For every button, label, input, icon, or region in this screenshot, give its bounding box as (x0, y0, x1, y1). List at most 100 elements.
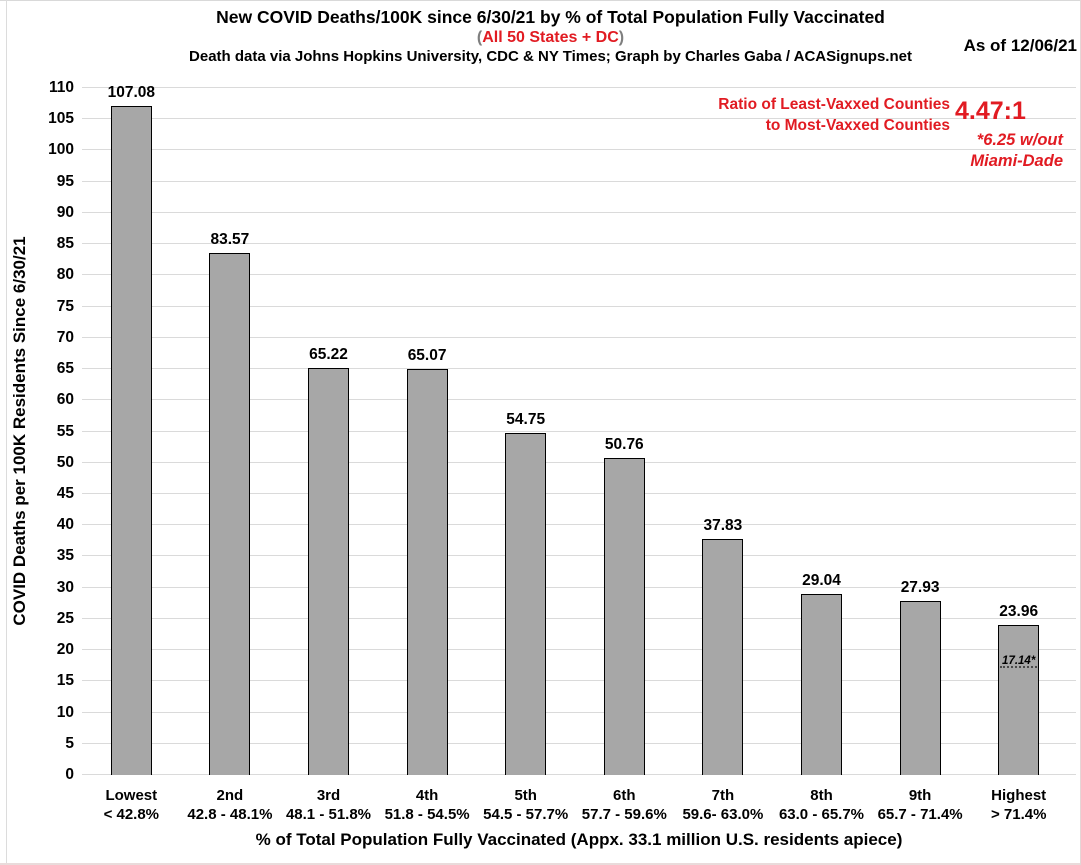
gridline (82, 399, 1076, 401)
gridline (82, 711, 1076, 713)
bar (998, 625, 1040, 775)
x-tick-tier: 8th (810, 787, 833, 804)
subtitle-text: All 50 States + DC (482, 29, 619, 46)
x-tick-tier: Lowest (105, 787, 158, 804)
y-axis-tick-label: 65 (56, 360, 74, 378)
bar (406, 368, 448, 775)
y-axis-tick-label: 55 (56, 422, 74, 440)
gridline (82, 336, 1076, 338)
x-tick-range: 57.7 - 59.6% (581, 806, 667, 823)
x-tick-range: 51.8 - 54.5% (384, 806, 470, 823)
x-tick-tier: 7th (711, 787, 735, 804)
gridline (82, 118, 1076, 120)
bar (209, 253, 251, 775)
x-axis-tick-label: 2nd 42.8 - 48.1% (181, 786, 280, 824)
x-tick-range: 42.8 - 48.1% (187, 806, 273, 823)
chart-header: New COVID Deaths/100K since 6/30/21 by %… (20, 6, 1081, 66)
ratio-annotation-footnote: *6.25 w/out Miami-Dade (970, 130, 1063, 172)
gridline (82, 742, 1076, 744)
y-axis-tick-label: 15 (56, 672, 74, 690)
plot-area: 107.08 Lowest < 42.8% 83.57 2nd 42.8 - 48.1% 6… (82, 84, 1076, 823)
bar (110, 106, 152, 775)
ratio-annotation-line1: Ratio of Least-Vaxxed Counties (718, 96, 950, 113)
y-axis-tick-label: 80 (56, 266, 74, 284)
bar (603, 457, 645, 775)
gridline (82, 461, 1076, 463)
x-axis-tick-label: 4th 51.8 - 54.5% (378, 786, 477, 824)
x-axis-tick-label: 5th 54.5 - 57.7% (476, 786, 575, 824)
bar-value-label: 107.08 (107, 84, 155, 102)
x-tick-range: 48.1 - 51.8% (285, 806, 372, 823)
y-axis-tick-label: 60 (56, 391, 74, 409)
x-tick-range: 59.6- 63.0% (682, 806, 764, 823)
gridline (82, 430, 1076, 432)
x-tick-tier: 5th (514, 787, 537, 804)
y-axis-tick-labels: 0 5 10 15 20 25 30 35 40 45 50 55 60 65 70 75 80 85 90 95 10… (28, 79, 74, 783)
ratio-annotation-label: Ratio of Least-Vaxxed Counties to Most-V… (718, 94, 950, 136)
subtitle-open-paren: ( (476, 29, 483, 46)
y-axis-tick-label: 90 (56, 203, 74, 221)
bar-value-label: 23.96 (999, 603, 1039, 621)
x-tick-range: 63.0 - 65.7% (778, 806, 865, 823)
gridline (82, 87, 1076, 88)
gridline (82, 649, 1076, 651)
bar-value-label: 54.75 (506, 411, 546, 429)
x-tick-range: 54.5 - 57.7% (483, 806, 569, 823)
ratio-annotation-line2: to Most-Vaxxed Counties (765, 117, 950, 134)
as-of-date: As of 12/06/21 (963, 36, 1077, 55)
gridline (82, 524, 1076, 526)
bar (505, 433, 547, 775)
gridline (82, 555, 1076, 557)
gridline (82, 211, 1076, 213)
chart-credit-line: Death data via Johns Hopkins University,… (189, 48, 912, 65)
bar-value-label: 29.04 (802, 571, 841, 589)
y-axis-tick-label: 25 (56, 609, 74, 627)
y-axis-tick-label: 100 (48, 141, 74, 159)
gridline (82, 774, 1076, 775)
x-tick-range: 65.7 - 71.4% (877, 806, 963, 823)
x-tick-tier: 4th (415, 787, 439, 804)
y-axis-tick-label: 30 (56, 578, 74, 596)
x-axis-tick-label: Lowest < 42.8% (82, 786, 181, 824)
gridline (82, 586, 1076, 588)
x-axis-tick-label: 8th 63.0 - 65.7% (772, 786, 871, 824)
y-axis-tick-label: 95 (56, 172, 74, 190)
bar (801, 593, 842, 775)
y-axis-tick-label: 110 (48, 79, 74, 96)
x-axis-title: % of Total Population Fully Vaccinated (… (255, 830, 903, 849)
x-tick-range: > 71.4% (990, 806, 1047, 823)
bar-value-label: 65.22 (309, 345, 348, 363)
bar-value-label: 83.57 (210, 231, 250, 249)
x-axis-tick-label: 7th 59.6- 63.0% (674, 786, 773, 824)
gridline (82, 617, 1076, 619)
x-tick-tier: 6th (613, 787, 636, 804)
bar-value-label: 65.07 (407, 346, 447, 364)
gridline (82, 180, 1076, 182)
bar-value-label: 37.83 (703, 516, 743, 534)
bar-value-label: 27.93 (900, 578, 940, 596)
chart-title: New COVID Deaths/100K since 6/30/21 by %… (216, 7, 885, 27)
x-tick-tier: 2nd (216, 787, 244, 804)
special-marker-line (1000, 665, 1038, 668)
y-axis-tick-label: 40 (56, 516, 74, 534)
y-axis-tick-label: 5 (65, 734, 74, 752)
gridline (82, 274, 1076, 276)
ratio-footnote-line2: Miami-Dade (970, 152, 1063, 170)
gridline (82, 368, 1076, 370)
ratio-annotation-value: 4.47:1 (955, 97, 1026, 125)
chart-subtitle: (All 50 States + DC) (20, 28, 1081, 47)
x-axis-tick-label: Highest > 71.4% (969, 786, 1068, 824)
bar (702, 538, 744, 775)
y-axis-tick-label: 105 (48, 110, 74, 128)
gridline (82, 680, 1076, 682)
y-axis-title: COVID Deaths per 100K Residents Since 6/… (10, 236, 29, 626)
gridline (82, 149, 1076, 151)
gridline (82, 492, 1076, 494)
x-tick-range: < 42.8% (103, 806, 160, 823)
y-axis-tick-label: 0 (65, 766, 74, 783)
y-axis-tick-label: 75 (56, 297, 74, 315)
chart-frame-border-top (0, 0, 1081, 1)
y-axis-tick-label: 50 (56, 453, 74, 471)
x-tick-tier: Highest (991, 787, 1047, 804)
